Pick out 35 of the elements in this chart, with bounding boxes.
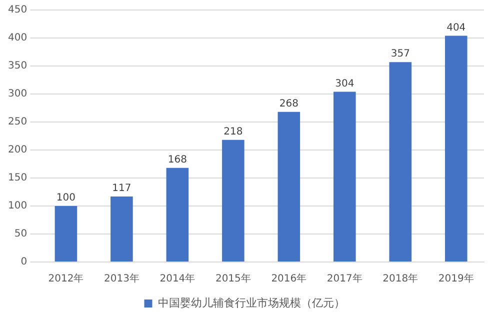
bar xyxy=(444,36,468,262)
legend-label: 中国婴幼儿辅食行业市场规模（亿元） xyxy=(158,296,345,310)
bar xyxy=(110,196,133,262)
data-label: 304 xyxy=(335,78,354,90)
data-label: 100 xyxy=(56,192,76,204)
y-tick-label: 100 xyxy=(8,200,28,212)
y-tick-label: 250 xyxy=(8,116,28,128)
x-tick-label: 2019年 xyxy=(438,272,474,285)
data-label: 268 xyxy=(279,98,298,110)
x-tick-label: 2014年 xyxy=(160,272,196,285)
y-tick-label: 350 xyxy=(8,60,28,72)
y-tick-label: 400 xyxy=(8,32,28,44)
x-tick-label: 2018年 xyxy=(382,272,418,285)
x-tick-label: 2015年 xyxy=(215,272,251,285)
x-tick-label: 2013年 xyxy=(104,272,140,285)
y-tick-label: 0 xyxy=(20,256,28,268)
data-label: 357 xyxy=(390,48,410,60)
bar xyxy=(278,112,300,262)
data-label: 218 xyxy=(224,126,243,138)
y-tick-label: 50 xyxy=(14,228,28,240)
y-tick-label: 300 xyxy=(8,88,28,100)
data-label: 168 xyxy=(168,154,187,166)
data-label: 117 xyxy=(112,183,132,194)
x-tick-label: 2016年 xyxy=(271,272,307,285)
bar xyxy=(222,140,244,262)
y-tick-label: 150 xyxy=(8,172,28,184)
bar xyxy=(334,92,356,262)
bar xyxy=(54,206,78,262)
x-tick-label: 2012年 xyxy=(48,272,84,285)
y-tick-label: 200 xyxy=(8,144,28,156)
x-tick-label: 2017年 xyxy=(326,272,362,285)
y-tick-label: 450 xyxy=(8,4,28,16)
bar xyxy=(389,62,412,262)
data-label: 404 xyxy=(446,22,466,34)
bar xyxy=(166,168,189,262)
